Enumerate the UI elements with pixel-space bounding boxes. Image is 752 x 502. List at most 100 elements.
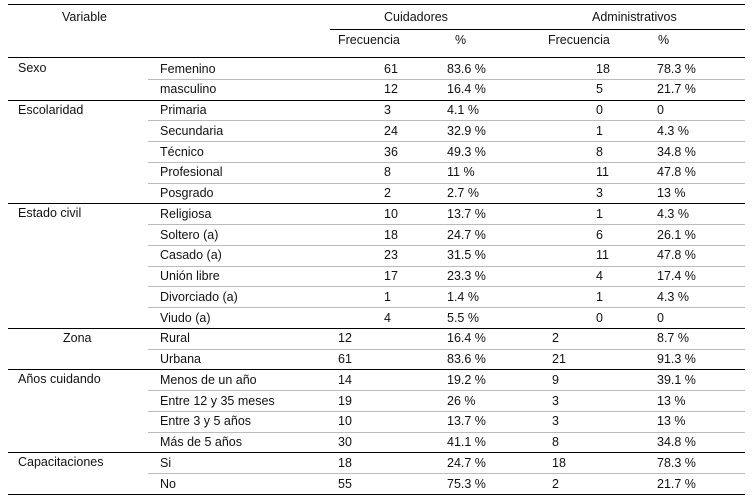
cell: 34.8 % bbox=[657, 435, 696, 450]
cell: 5.5 % bbox=[447, 310, 479, 325]
cell: 41.1 % bbox=[447, 435, 486, 450]
group-rule bbox=[8, 99, 745, 101]
cell: 78.3 % bbox=[657, 455, 696, 470]
rule bbox=[330, 29, 745, 30]
cell: 91.3 % bbox=[657, 352, 696, 367]
cell: 8.7 % bbox=[657, 331, 689, 346]
cell: 0 bbox=[596, 310, 603, 325]
cell: 10 bbox=[338, 414, 352, 429]
cell: 39.1 % bbox=[657, 372, 696, 387]
row-rule bbox=[148, 431, 745, 433]
row-label: Menos de un año bbox=[160, 372, 257, 387]
cell: 16.4 % bbox=[447, 82, 486, 97]
cell: 11 bbox=[596, 165, 609, 180]
cell: 23.3 % bbox=[447, 269, 486, 284]
group-label: Capacitaciones bbox=[18, 455, 104, 470]
cell: 8 bbox=[596, 144, 603, 159]
cell: 24 bbox=[384, 123, 398, 138]
cell: 4.3 % bbox=[657, 206, 689, 221]
cell: 13.7 % bbox=[447, 206, 486, 221]
row-rule bbox=[148, 161, 745, 163]
subheader: % bbox=[658, 33, 670, 47]
row-label: Si bbox=[160, 455, 172, 470]
cell: 4.3 % bbox=[657, 123, 689, 138]
cell: 19 bbox=[338, 393, 352, 408]
subheader: Frecuencia bbox=[338, 33, 400, 47]
row-rule bbox=[148, 120, 745, 122]
cell: 78.3 % bbox=[657, 61, 696, 76]
cell: 1 bbox=[384, 289, 391, 304]
cell: 2 bbox=[384, 186, 391, 201]
row-rule bbox=[148, 78, 745, 80]
cell: 18 bbox=[338, 455, 352, 470]
cell: 47.8 % bbox=[657, 165, 696, 180]
cell: 14 bbox=[338, 372, 352, 387]
cell: 83.6 % bbox=[447, 352, 486, 367]
cell: 47.8 % bbox=[657, 248, 696, 263]
cell: 26 % bbox=[447, 393, 476, 408]
row-rule bbox=[148, 265, 745, 267]
row-rule bbox=[148, 307, 745, 309]
cell: 75.3 % bbox=[447, 476, 486, 491]
cell: 17.4 % bbox=[657, 269, 696, 284]
cell: 2.7 % bbox=[447, 186, 479, 201]
cell: 34.8 % bbox=[657, 144, 696, 159]
cell: 0 bbox=[596, 103, 603, 118]
row-label: Unión libre bbox=[160, 269, 220, 284]
cell: 10 bbox=[384, 206, 398, 221]
cell: 1 bbox=[596, 289, 603, 304]
group-label: Sexo bbox=[18, 61, 47, 75]
cell: 13 % bbox=[657, 393, 686, 408]
row-label: Divorciado (a) bbox=[160, 289, 238, 304]
subheader: Frecuencia bbox=[548, 33, 610, 47]
row-label: Viudo (a) bbox=[160, 310, 211, 325]
header-group: Cuidadores bbox=[384, 10, 448, 24]
cell: 83.6 % bbox=[447, 61, 486, 76]
cell: 3 bbox=[384, 103, 391, 118]
cell: 8 bbox=[552, 435, 559, 450]
group-label: Escolaridad bbox=[18, 102, 84, 117]
row-label: No bbox=[160, 476, 176, 491]
row-label: Religiosa bbox=[160, 206, 212, 221]
rule bbox=[8, 57, 745, 58]
cell: 0 bbox=[657, 103, 664, 118]
cell: 36 bbox=[384, 144, 398, 159]
row-label: Entre 12 y 35 meses bbox=[160, 393, 275, 408]
row-rule bbox=[148, 390, 745, 392]
cell: 21 bbox=[552, 352, 566, 367]
row-label: Secundaria bbox=[160, 123, 224, 138]
cell: 13.7 % bbox=[447, 414, 486, 429]
row-label: Primaria bbox=[160, 103, 207, 118]
row-label: Casado (a) bbox=[160, 248, 222, 263]
row-rule bbox=[148, 348, 745, 350]
cell: 6 bbox=[596, 227, 603, 242]
cell: 1 bbox=[596, 206, 603, 221]
cell: 24.7 % bbox=[447, 227, 486, 242]
row-rule bbox=[148, 224, 745, 226]
cell: 3 bbox=[552, 414, 559, 429]
cell: 18 bbox=[384, 227, 398, 242]
cell: 8 bbox=[384, 165, 391, 180]
cell: 4 bbox=[596, 269, 603, 284]
row-label: Rural bbox=[160, 331, 190, 346]
row-rule bbox=[148, 141, 745, 143]
row-rule bbox=[148, 244, 745, 246]
cell: 31.5 % bbox=[447, 248, 486, 263]
cell: 21.7 % bbox=[657, 82, 696, 97]
cell: 61 bbox=[338, 352, 352, 367]
row-label: Profesional bbox=[160, 165, 223, 180]
group-label: Años cuidando bbox=[18, 372, 101, 387]
cell: 5 bbox=[596, 82, 603, 97]
rule bbox=[8, 493, 745, 495]
cell: 13 % bbox=[657, 186, 686, 201]
group-label: Zona bbox=[63, 330, 92, 345]
cell: 21.7 % bbox=[657, 476, 696, 491]
row-rule bbox=[148, 182, 745, 184]
row-label: Más de 5 años bbox=[160, 435, 242, 450]
row-label: Soltero (a) bbox=[160, 227, 219, 242]
cell: 1.4 % bbox=[447, 289, 479, 304]
cell: 4.3 % bbox=[657, 289, 689, 304]
row-label: Femenino bbox=[160, 61, 216, 76]
row-rule bbox=[148, 286, 745, 288]
row-label: Entre 3 y 5 años bbox=[160, 414, 252, 429]
